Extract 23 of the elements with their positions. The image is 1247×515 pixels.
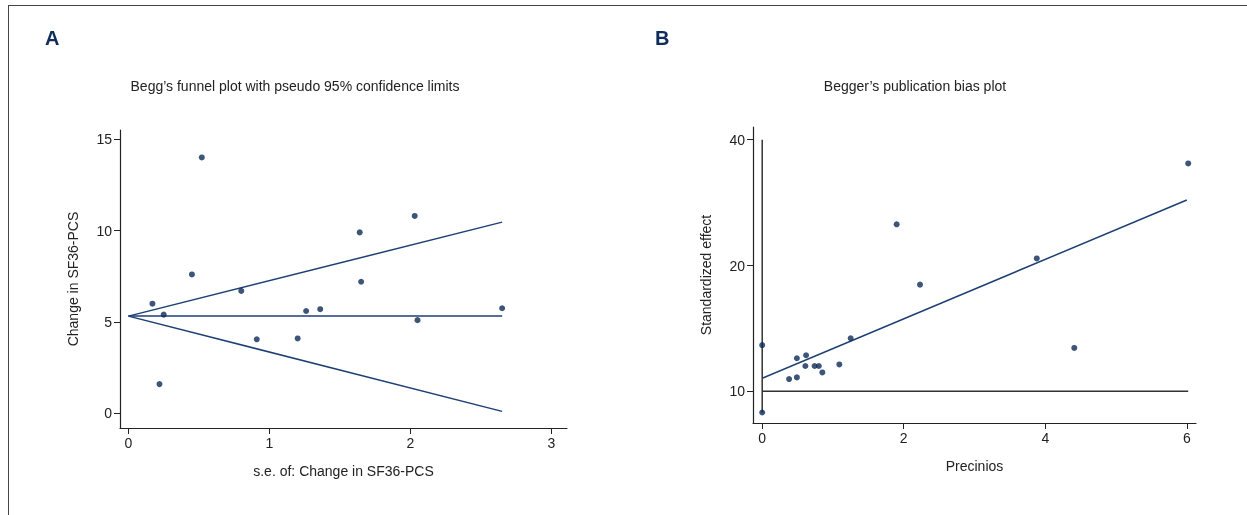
x-axis-title: Precinios (945, 458, 1004, 474)
x-tick-label: 1 (265, 435, 274, 451)
x-tick-label: 6 (1182, 430, 1191, 446)
x-tick-label: 4 (1041, 430, 1050, 446)
x-tick-label: 2 (899, 430, 908, 446)
y-tick-label: 0 (104, 405, 113, 422)
y-tick-label: 40 (729, 131, 746, 148)
text: B (655, 27, 670, 49)
x-tick-label: 3 (547, 435, 556, 451)
y-axis-title: Change in SF36-PCS (65, 211, 81, 347)
chart-title: Begger’s publication bias plot (823, 78, 1007, 94)
y-tick-label: 5 (104, 313, 113, 330)
y-tick-label: 10 (729, 383, 746, 400)
x-tick-label: 2 (406, 435, 415, 451)
x-tick-label: 0 (124, 435, 133, 451)
chart-title: Begg’s funnel plot with pseudo 95% confidence limits (130, 78, 460, 94)
y-tick-label: 10 (96, 222, 113, 239)
y-tick-label: 15 (96, 131, 113, 148)
y-axis-title: Standardized effect (698, 214, 714, 336)
x-axis-title: s.e. of: Change in SF36-PCS (253, 463, 434, 479)
y-tick-label: 20 (729, 257, 746, 274)
text: A (45, 27, 60, 49)
x-tick-label: 0 (758, 430, 767, 446)
